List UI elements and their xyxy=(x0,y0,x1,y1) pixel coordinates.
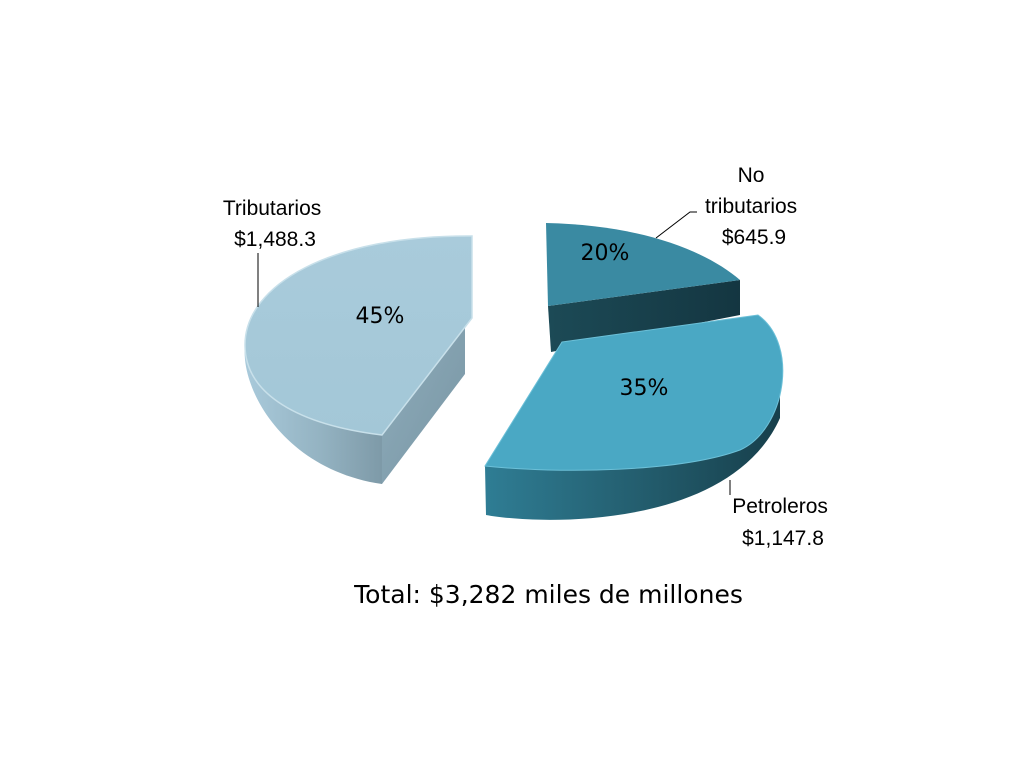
slice-tributarios-cut xyxy=(382,318,465,484)
pct-label-petroleros: 35% xyxy=(620,376,669,401)
slice-no-tributarios-side xyxy=(548,280,740,352)
slice-no-tributarios xyxy=(546,223,740,352)
pct-label-tributarios: 45% xyxy=(356,304,405,329)
label-no-tributarios-value: $645.9 xyxy=(722,226,786,249)
slice-tributarios-side xyxy=(244,345,382,484)
slice-petroleros xyxy=(484,314,784,520)
label-tributarios-value: $1,488.3 xyxy=(234,228,316,251)
slice-tributarios-top xyxy=(244,235,473,436)
pct-label-no-tributarios: 20% xyxy=(581,241,630,266)
label-no-tributarios-line1: No xyxy=(738,164,765,187)
total-label: Total: $3,282 miles de millones xyxy=(354,580,743,609)
label-tributarios: Tributarios $1,488.3 xyxy=(223,197,327,251)
slice-petroleros-side xyxy=(485,378,780,520)
slice-tributarios xyxy=(244,235,473,484)
label-no-tributarios-line2: tributarios xyxy=(705,195,797,218)
label-tributarios-name: Tributarios xyxy=(223,197,321,220)
slice-no-tributarios-top xyxy=(546,223,740,306)
label-petroleros-value: $1,147.8 xyxy=(742,527,824,550)
leader-line-no-tributarios xyxy=(655,211,697,239)
label-petroleros: Petroleros $1,147.8 xyxy=(732,495,834,550)
label-no-tributarios: No tributarios $645.9 xyxy=(705,164,803,249)
slice-petroleros-top xyxy=(484,314,784,471)
label-petroleros-name: Petroleros xyxy=(732,495,828,518)
